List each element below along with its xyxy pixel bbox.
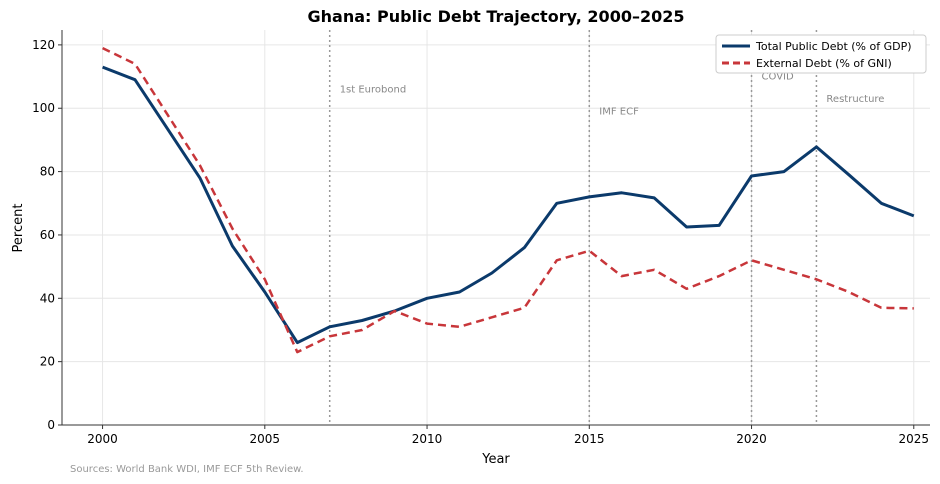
y-tick-label: 0 (47, 418, 55, 432)
y-tick-label: 60 (40, 228, 55, 242)
x-tick-label: 2025 (899, 432, 930, 446)
event-marker-label: 1st Eurobond (340, 84, 407, 95)
y-tick-label: 40 (40, 291, 55, 305)
y-tick-label: 20 (40, 355, 55, 369)
y-axis-label: Percent (11, 204, 26, 253)
series-line-total-debt (102, 65, 915, 345)
source-note: Sources: World Bank WDI, IMF ECF 5th Rev… (70, 464, 304, 475)
x-tick-label: 2005 (250, 432, 281, 446)
x-tick-label: 2000 (87, 432, 118, 446)
series-line-external-debt (102, 46, 914, 354)
event-marker-label: Restructure (826, 94, 884, 105)
legend-label-external-debt: External Debt (% of GNI) (756, 57, 892, 70)
y-tick-label: 120 (32, 38, 55, 52)
y-tick-label: 100 (32, 101, 55, 115)
x-axis-label: Year (481, 452, 510, 467)
event-marker-label: COVID (762, 72, 794, 83)
legend-label-total-debt: Total Public Debt (% of GDP) (755, 40, 912, 53)
y-tick-label: 80 (40, 165, 55, 179)
event-marker-label: IMF ECF (599, 107, 639, 118)
legend: Total Public Debt (% of GDP) External De… (715, 34, 927, 74)
x-tick-label: 2010 (412, 432, 443, 446)
x-tick-label: 2015 (574, 432, 605, 446)
chart-title: Ghana: Public Debt Trajectory, 2000–2025 (308, 7, 685, 26)
x-tick-label: 2020 (736, 432, 767, 446)
